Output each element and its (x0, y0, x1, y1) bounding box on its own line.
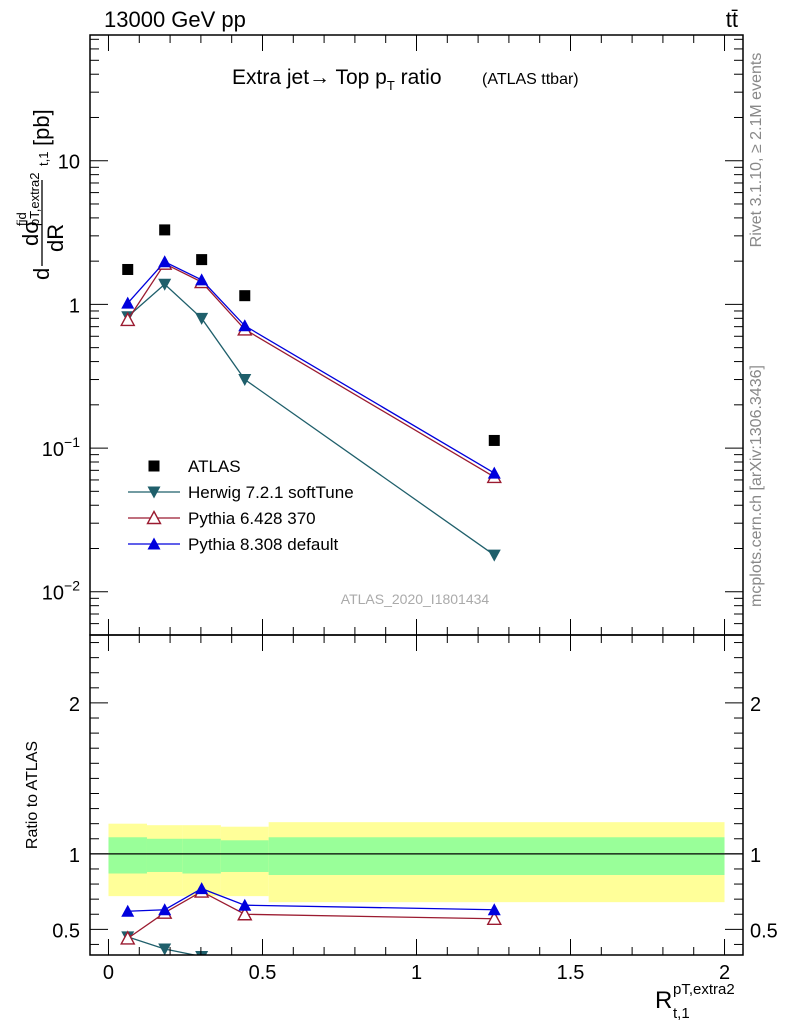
ratio-point (158, 943, 172, 955)
ratio-ylabel: Ratio to ATLAS (24, 741, 41, 849)
header-left: 13000 GeV pp (104, 7, 246, 32)
uncertainty-band-inner (268, 837, 725, 875)
plot-title-small: (ATLAS ttbar) (482, 71, 579, 88)
ratio-xtick-label: 1 (411, 962, 422, 984)
plot-title-rest: Top p (330, 66, 387, 89)
xlabel-sup: pT,extra2 (673, 981, 735, 998)
ratio-xtick-label: 2 (719, 962, 730, 984)
ratio-panel: 0.5 0.5 1 1 2 2 0 0.5 1 1.5 2 Ratio to ATLAS R pT,… (24, 634, 778, 1022)
data-point (158, 255, 172, 268)
ylabel-unit: [pb] (29, 109, 54, 146)
data-point (238, 319, 252, 332)
series-pythia-6-428-370 (120, 255, 502, 484)
ratio-point (158, 903, 172, 916)
ylabel-d: d (29, 268, 54, 280)
legend-marker (146, 510, 162, 525)
ylabel-sub: pT,extra2 (27, 173, 42, 226)
series-pythia-8-308-default (121, 255, 501, 479)
ratio-point (486, 910, 502, 925)
legend-marker (147, 537, 161, 550)
legend-marker (147, 486, 161, 499)
ylabel-sup: fid (14, 212, 29, 226)
data-point (487, 466, 501, 479)
data-point (120, 311, 136, 327)
legend-entry-pythia-6-428-370: Pythia 6.428 370 (128, 509, 316, 528)
ratio-ytick-label-right: 2 (750, 694, 761, 716)
series-atlas (122, 224, 500, 446)
legend-marker (148, 460, 160, 472)
ratio-axis-ticks: 0.5 0.5 1 1 2 2 0 0.5 1 1.5 2 (52, 635, 778, 984)
legend: ATLAS Herwig 7.2.1 softTune Pythia 6.428 3… (128, 457, 354, 554)
uncertainty-band-inner (220, 840, 269, 872)
data-point (487, 549, 501, 562)
ratio-point (237, 906, 253, 921)
main-panel: 10−2 10−1 1 10 Extra jet→ Top pT ratio (ATL… (14, 34, 744, 636)
main-ylabel: d dσ fid pT,extra2 dR t,1 [pb] (14, 109, 68, 280)
data-point (195, 273, 209, 286)
legend-entry-pythia-8-308-default: Pythia 8.308 default (128, 535, 339, 554)
main-ytick-label: 10−2 (42, 578, 80, 605)
uncertainty-band-inner (108, 837, 147, 874)
plot-title-sub: T (387, 78, 395, 93)
data-point (159, 224, 171, 236)
ratio-series-herwig-7-2-1-softtune (121, 931, 209, 955)
data-point (121, 296, 135, 309)
ratio-ytick-label: 2 (69, 694, 80, 716)
uncertainty-band-inner (182, 838, 221, 874)
main-ytick-label: 1 (69, 295, 80, 317)
ratio-frame (89, 634, 744, 956)
ratio-ytick-label: 0.5 (52, 920, 80, 942)
ratio-bands (108, 822, 725, 903)
data-point (196, 254, 208, 266)
ratio-point (121, 904, 135, 917)
plot-title-arrow: → (309, 66, 330, 89)
main-ytick-label: 10−1 (42, 434, 80, 461)
legend-entry-atlas: ATLAS (148, 457, 241, 476)
plot-title-main: Extra jet (232, 66, 309, 89)
rivet-label: Rivet 3.1.10, ≥ 2.1M events (748, 53, 765, 248)
watermark: ATLAS_2020_I1801434 (341, 591, 490, 607)
plot-title: Extra jet→ Top pT ratio (232, 66, 442, 93)
xlabel-main: R (655, 987, 672, 1014)
legend-label: Herwig 7.2.1 softTune (188, 483, 354, 502)
ylabel-den-sub: t,1 (36, 152, 51, 166)
xlabel-sub: t,1 (673, 1005, 690, 1022)
series-line (127, 262, 495, 478)
data-point (239, 290, 251, 302)
ratio-point (195, 951, 209, 955)
data-point (122, 263, 134, 275)
ratio-series-layer (120, 882, 502, 955)
data-point (195, 312, 209, 325)
ratio-ytick-label-right: 0.5 (750, 920, 778, 942)
legend-entry-herwig-7-2-1-softtune: Herwig 7.2.1 softTune (128, 483, 354, 502)
header-right: tt̄ (726, 7, 738, 32)
ratio-series-pythia-8-308-default (121, 882, 501, 917)
main-axis-ticks: 10−2 10−1 1 10 (42, 35, 743, 636)
ratio-xtick-label: 1.5 (557, 962, 585, 984)
ylabel-numerator: dσ (18, 220, 43, 246)
ratio-xlabel: R pT,extra2 t,1 (655, 981, 735, 1022)
plot-title-after: ratio (395, 66, 442, 89)
uncertainty-band-inner (146, 838, 183, 872)
ratio-point (195, 882, 209, 895)
ratio-point (487, 903, 501, 916)
main-series-layer (120, 224, 502, 562)
legend-label: Pythia 8.308 default (188, 535, 339, 554)
data-point (238, 374, 252, 387)
ratio-xtick-label: 0.5 (249, 962, 277, 984)
ylabel-denominator: dR (43, 224, 68, 252)
legend-label: ATLAS (188, 457, 241, 476)
legend-label: Pythia 6.428 370 (188, 509, 316, 528)
data-point (158, 278, 172, 291)
mcplots-label: mcplots.cern.ch [arXiv:1306.3436] (748, 365, 765, 607)
ratio-point (120, 930, 136, 945)
ratio-ytick-label: 1 (69, 845, 80, 867)
data-point (488, 434, 500, 446)
ratio-ytick-label-right: 1 (750, 845, 761, 867)
main-ytick-label: 10 (58, 152, 80, 174)
series-line (127, 260, 495, 474)
ratio-point (238, 898, 252, 911)
ratio-xtick-label: 0 (103, 962, 114, 984)
